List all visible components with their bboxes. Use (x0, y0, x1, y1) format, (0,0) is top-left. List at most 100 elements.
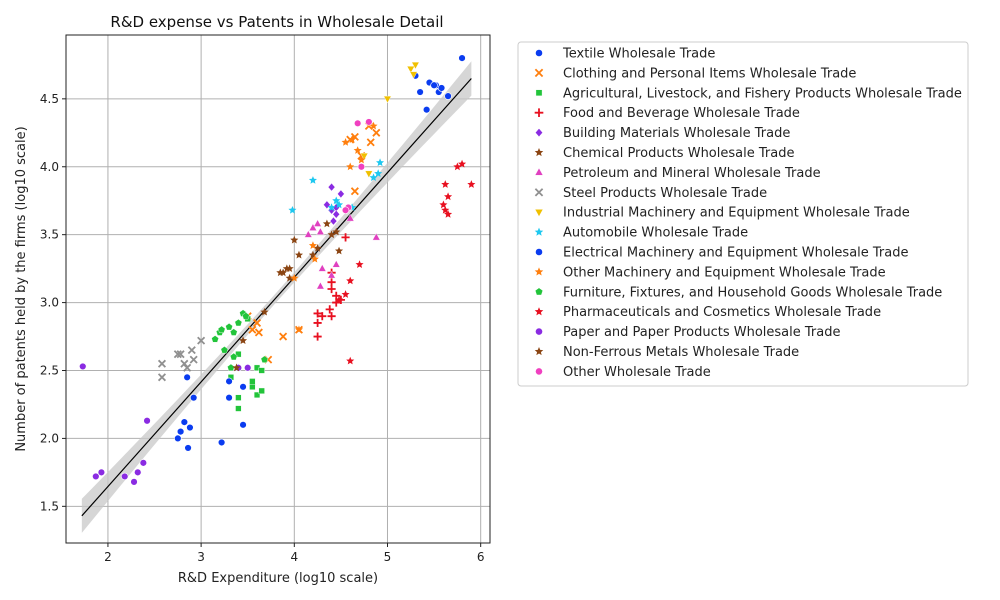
data-point (98, 469, 105, 476)
data-point (177, 428, 184, 435)
legend-item: Agricultural, Livestock, and Fishery Pro… (536, 86, 962, 101)
legend-item: Textile Wholesale Trade (535, 47, 715, 62)
legend-label: Industrial Machinery and Equipment Whole… (563, 206, 910, 221)
legend-item: Food and Beverage Wholesale Trade (535, 106, 800, 121)
data-point (259, 388, 265, 394)
legend-label: Paper and Paper Products Wholesale Trade (563, 325, 840, 340)
legend-label: Clothing and Personal Items Wholesale Tr… (563, 66, 856, 81)
legend-label: Food and Beverage Wholesale Trade (563, 106, 800, 121)
legend-label: Furniture, Fixtures, and Household Goods… (563, 285, 942, 300)
data-point (342, 138, 350, 146)
legend-item: Pharmaceuticals and Cosmetics Wholesale … (535, 305, 881, 320)
legend-label: Automobile Wholesale Trade (563, 226, 748, 241)
data-point (288, 206, 296, 214)
x-tick-label: 4 (290, 550, 298, 564)
data-point (328, 312, 336, 320)
x-tick-label: 3 (197, 550, 205, 564)
data-point (236, 406, 242, 412)
legend-item: Clothing and Personal Items Wholesale Tr… (535, 66, 856, 81)
data-point (226, 378, 233, 385)
data-point (121, 473, 128, 480)
legend-marker (535, 368, 542, 375)
data-point (342, 207, 349, 214)
data-point (305, 231, 312, 238)
data-point (328, 183, 335, 191)
legend-item: Chemical Products Wholesale Trade (535, 146, 795, 161)
data-point (226, 323, 233, 330)
data-point (244, 364, 251, 371)
data-point (314, 220, 321, 227)
data-point (235, 319, 242, 326)
legend-label: Building Materials Wholesale Trade (563, 126, 790, 141)
legend-marker (536, 90, 542, 96)
data-point (140, 459, 147, 466)
legend-marker (535, 248, 542, 255)
data-point (431, 82, 438, 89)
y-tick-label: 4.5 (40, 92, 59, 106)
x-tick-label: 5 (384, 550, 392, 564)
data-point (227, 364, 234, 371)
legend-marker (535, 328, 542, 335)
legend-item: Non-Ferrous Metals Wholesale Trade (535, 345, 799, 360)
data-point (467, 180, 475, 188)
data-point (181, 419, 188, 426)
x-tick-label: 6 (477, 550, 485, 564)
legend-item: Other Machinery and Equipment Wholesale … (535, 265, 886, 280)
data-point (159, 374, 166, 381)
data-point (218, 326, 225, 333)
regression-line-path (82, 78, 472, 515)
data-point (367, 139, 374, 146)
x-tick-label: 2 (104, 550, 112, 564)
data-point (439, 201, 447, 209)
legend-label: Other Machinery and Equipment Wholesale … (563, 265, 886, 280)
data-point (445, 93, 452, 100)
data-point (314, 319, 322, 327)
data-point (323, 220, 331, 228)
data-point (423, 106, 430, 113)
data-point (190, 356, 197, 363)
legend: Textile Wholesale Trade Clothing and Pers… (518, 42, 968, 386)
data-point (184, 374, 191, 381)
data-point (188, 347, 195, 354)
data-point (351, 188, 358, 195)
y-tick-label: 3.5 (40, 228, 59, 242)
data-point (131, 478, 138, 485)
data-point (144, 417, 151, 424)
series-11-points (174, 374, 246, 451)
legend-label: Pharmaceuticals and Cosmetics Wholesale … (563, 305, 881, 320)
data-point (226, 394, 233, 401)
legend-item: Furniture, Fixtures, and Household Goods… (535, 285, 942, 300)
data-point (354, 146, 362, 154)
y-tick-label: 2.0 (40, 431, 59, 445)
data-point (441, 180, 449, 188)
data-point (249, 378, 255, 384)
data-point (255, 329, 262, 336)
legend-item: Industrial Machinery and Equipment Whole… (535, 206, 910, 221)
data-point (358, 163, 365, 170)
data-point (249, 384, 255, 390)
data-point (295, 251, 303, 259)
data-point (365, 119, 372, 126)
legend-label: Other Wholesale Trade (563, 365, 711, 380)
data-point (280, 333, 287, 340)
data-point (354, 120, 361, 127)
data-point (459, 55, 466, 62)
data-point (356, 260, 364, 268)
data-point (330, 217, 337, 225)
data-point (417, 89, 424, 96)
series-8-points (159, 337, 205, 380)
data-point (261, 356, 268, 363)
y-tick-label: 1.5 (40, 499, 59, 513)
data-point (314, 332, 322, 340)
legend-label: Chemical Products Wholesale Trade (563, 146, 794, 161)
data-point (335, 247, 343, 255)
data-points (79, 55, 475, 486)
data-point (346, 163, 354, 171)
legend-label: Steel Products Wholesale Trade (563, 186, 767, 201)
data-point (240, 383, 247, 390)
data-point (326, 305, 334, 313)
legend-item: Automobile Wholesale Trade (535, 226, 748, 241)
legend-label: Textile Wholesale Trade (562, 47, 715, 62)
data-point (319, 265, 326, 272)
